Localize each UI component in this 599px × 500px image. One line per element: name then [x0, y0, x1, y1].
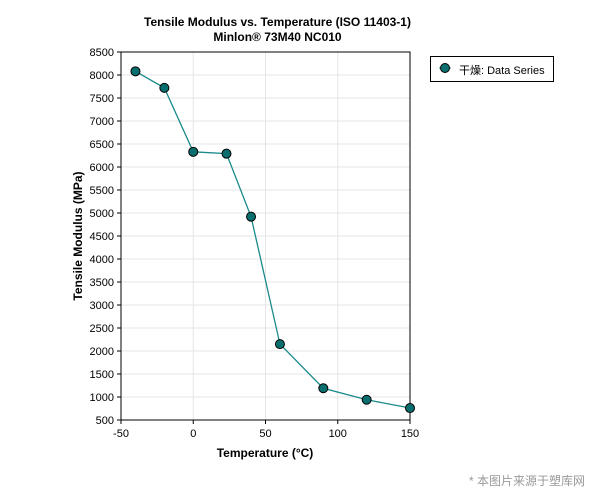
y-tick-label: 7500: [90, 93, 114, 105]
data-point: [221, 148, 232, 159]
data-point: [130, 66, 141, 77]
x-axis-label: Temperature (°C): [217, 446, 314, 460]
x-tick-label: 150: [401, 428, 419, 440]
y-tick-label: 1500: [90, 369, 114, 381]
y-tick-label: 2000: [90, 346, 114, 358]
y-tick-label: 4000: [90, 254, 114, 266]
data-point: [361, 394, 372, 405]
x-tick-label: -50: [113, 428, 129, 440]
data-point: [246, 211, 257, 222]
x-tick-label: 0: [190, 428, 196, 440]
y-tick-label: 1000: [90, 392, 114, 404]
data-series: [130, 66, 415, 414]
y-tick-label: 5500: [90, 185, 114, 197]
y-tick-label: 3000: [90, 300, 114, 312]
y-tick-label: 6000: [90, 162, 114, 174]
x-axis: -50 0 50 100 150: [113, 420, 419, 440]
y-axis: 500 1000 1500 2000 2500 3000 3500 4000 4500 5000 5…: [90, 47, 121, 427]
y-tick-label: 500: [96, 415, 114, 427]
legend: 干燥: Data Series: [430, 56, 554, 82]
y-axis-label: Tensile Modulus (MPa): [71, 171, 85, 300]
legend-label: 干燥: Data Series: [459, 65, 545, 77]
data-point: [274, 339, 285, 350]
chart-subtitle: Minlon® 73M40 NC010: [213, 30, 342, 44]
grid-lines: [121, 52, 410, 420]
watermark-text: * 本图片来源于塑库网: [468, 474, 585, 488]
chart-title: Tensile Modulus vs. Temperature (ISO 114…: [144, 15, 411, 29]
y-tick-label: 5000: [90, 208, 114, 220]
x-tick-label: 50: [259, 428, 271, 440]
y-tick-label: 7000: [90, 116, 114, 128]
y-tick-label: 4500: [90, 231, 114, 243]
series-line: [135, 70, 411, 409]
y-tick-label: 8500: [90, 47, 114, 59]
y-tick-label: 2500: [90, 323, 114, 335]
legend-marker: [439, 63, 451, 73]
data-point: [159, 82, 170, 93]
x-tick-label: 100: [329, 428, 347, 440]
data-point: [188, 146, 199, 157]
data-point: [318, 383, 329, 394]
y-tick-label: 3500: [90, 277, 114, 289]
y-tick-label: 6500: [90, 139, 114, 151]
y-tick-label: 8000: [90, 70, 114, 82]
data-point: [405, 403, 415, 414]
